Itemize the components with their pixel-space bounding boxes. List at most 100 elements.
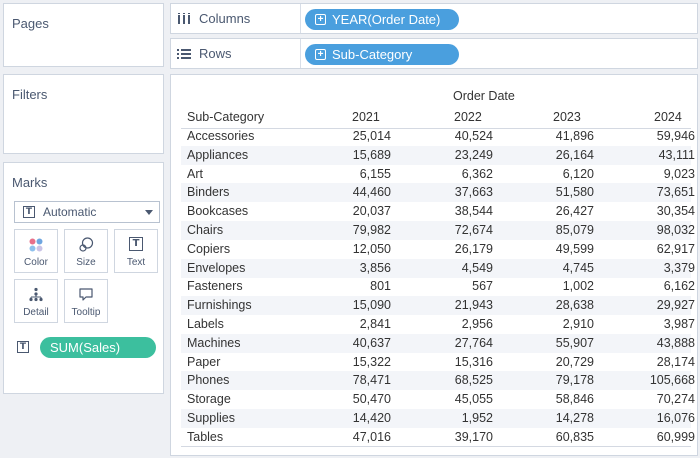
tooltip-icon [79, 288, 93, 301]
pages-panel[interactable]: Pages [3, 3, 164, 67]
table-row[interactable]: Art 6,155 6,362 6,120 9,023 [181, 165, 695, 184]
row-sub-category: Copiers [187, 241, 231, 256]
table-row[interactable]: Labels 2,841 2,956 2,910 3,987 [181, 315, 695, 334]
table-row[interactable]: Phones 78,471 68,525 79,178 105,668 [181, 371, 695, 391]
sales-cell: 801 [370, 279, 391, 294]
plus-icon[interactable]: + [315, 49, 326, 60]
order-date-header: Order Date [453, 89, 515, 103]
text-button[interactable]: T Text [114, 229, 158, 273]
sales-cell: 51,580 [555, 185, 594, 200]
color-icon [29, 238, 43, 252]
sales-cell: 30,354 [656, 204, 695, 219]
sales-cell: 85,079 [555, 223, 594, 237]
rows-label: Rows [177, 39, 301, 68]
sales-cell: 37,663 [454, 185, 493, 200]
row-sub-category: Machines [187, 335, 241, 350]
sales-cell: 6,162 [663, 279, 695, 294]
sales-cell: 47,016 [352, 429, 391, 444]
sales-cell: 25,014 [352, 129, 391, 143]
sales-cell: 2,841 [359, 317, 391, 331]
table-row[interactable]: Envelopes 3,856 4,549 4,745 3,379 [181, 258, 695, 278]
size-icon [79, 237, 94, 252]
mark-type-value: Automatic [43, 205, 97, 219]
sum-sales-pill[interactable]: SUM(Sales) [40, 337, 156, 358]
row-sub-category: Binders [187, 185, 230, 200]
table-row[interactable]: Fasteners 801 567 1,002 6,162 [181, 277, 695, 296]
row-sub-category: Chairs [187, 223, 224, 237]
plus-icon[interactable]: + [315, 14, 326, 25]
table-row[interactable]: Accessories 25,014 40,524 41,896 59,946 [181, 127, 695, 146]
marks-panel: Marks T Automatic Color Size T Text [3, 162, 164, 394]
row-sub-category: Tables [187, 429, 224, 444]
sub-category-pill[interactable]: + Sub-Category [305, 44, 459, 65]
sales-cell: 49,599 [555, 241, 594, 256]
table-row[interactable]: Storage 50,470 45,055 58,846 70,274 [181, 390, 695, 409]
sales-cell: 105,668 [649, 373, 695, 388]
columns-label: Columns [177, 4, 301, 33]
tooltip-button-label: Tooltip [71, 307, 101, 318]
size-button[interactable]: Size [64, 229, 108, 273]
color-button[interactable]: Color [14, 229, 58, 273]
table-row[interactable]: Paper 15,322 15,316 20,729 28,174 [181, 353, 695, 372]
table-row[interactable]: Copiers 12,050 26,179 49,599 62,917 [181, 240, 695, 259]
tooltip-button[interactable]: Tooltip [64, 279, 108, 323]
marks-title: Marks [12, 175, 48, 190]
sub-category-header: Sub-Category [187, 110, 265, 124]
sales-cell: 39,170 [454, 429, 493, 444]
table-row[interactable]: Bookcases 20,037 38,544 26,427 30,354 [181, 202, 695, 221]
sales-cell: 78,471 [352, 373, 391, 388]
sales-cell: 44,460 [352, 185, 391, 200]
sales-cell: 60,835 [555, 429, 594, 444]
rows-shelf[interactable]: Rows + Sub-Category [170, 38, 698, 69]
sales-cell: 4,549 [461, 260, 493, 275]
year-order-date-pill[interactable]: + YEAR(Order Date) [305, 9, 459, 30]
sales-cell: 4,745 [562, 260, 594, 275]
sales-cell: 79,178 [555, 373, 594, 388]
sales-cell: 6,362 [461, 166, 493, 181]
text-encoding-icon: T [17, 341, 29, 353]
text-icon: T [129, 237, 143, 251]
sales-cell: 70,274 [656, 392, 695, 407]
table-row[interactable]: Machines 40,637 27,764 55,907 43,888 [181, 333, 695, 353]
mark-type-select[interactable]: T Automatic [14, 201, 160, 223]
sales-cell: 98,032 [656, 223, 695, 237]
row-sub-category: Accessories [187, 129, 255, 143]
table-row[interactable]: Supplies 14,420 1,952 14,278 16,076 [181, 409, 695, 428]
table-row[interactable]: Appliances 15,689 23,249 26,164 43,111 [181, 145, 695, 165]
year-header: 2024 [654, 110, 682, 124]
table-row[interactable]: Tables 47,016 39,170 60,835 60,999 [181, 428, 695, 447]
table-row[interactable]: Binders 44,460 37,663 51,580 73,651 [181, 183, 695, 203]
rows-icon [177, 48, 191, 59]
sales-cell: 15,689 [352, 147, 391, 162]
sales-cell: 15,322 [352, 354, 391, 369]
sales-cell: 29,927 [656, 298, 695, 313]
crosstab-view[interactable]: Order Date Sub-Category 2021 2022 2023 2… [170, 74, 698, 456]
text-mark-icon: T [23, 206, 35, 218]
sales-cell: 15,316 [454, 354, 493, 369]
row-sub-category: Envelopes [187, 260, 246, 275]
sales-cell: 40,637 [352, 335, 391, 350]
sales-cell: 62,917 [656, 241, 695, 256]
sales-cell: 45,055 [454, 392, 493, 407]
columns-label-text: Columns [199, 11, 251, 26]
sales-cell: 9,023 [663, 166, 695, 181]
row-sub-category: Bookcases [187, 204, 249, 219]
filters-panel[interactable]: Filters [3, 74, 164, 154]
detail-button[interactable]: Detail [14, 279, 58, 323]
sales-cell: 26,179 [454, 241, 493, 256]
sales-cell: 2,956 [461, 317, 493, 331]
chevron-down-icon [145, 210, 153, 215]
table-row[interactable]: Chairs 79,982 72,674 85,079 98,032 [181, 221, 695, 240]
header-divider [181, 128, 691, 129]
columns-shelf[interactable]: Columns + YEAR(Order Date) [170, 3, 698, 34]
sales-cell: 14,420 [352, 411, 391, 425]
row-sub-category: Fasteners [187, 279, 243, 294]
year-header: 2022 [454, 110, 482, 124]
row-sub-category: Appliances [187, 147, 249, 162]
table-row[interactable]: Furnishings 15,090 21,943 28,638 29,927 [181, 296, 695, 316]
detail-button-label: Detail [23, 307, 49, 318]
row-sub-category: Paper [187, 354, 221, 369]
sales-cell: 58,846 [555, 392, 594, 407]
sum-sales-label: SUM(Sales) [50, 340, 121, 355]
sales-cell: 1,002 [562, 279, 594, 294]
